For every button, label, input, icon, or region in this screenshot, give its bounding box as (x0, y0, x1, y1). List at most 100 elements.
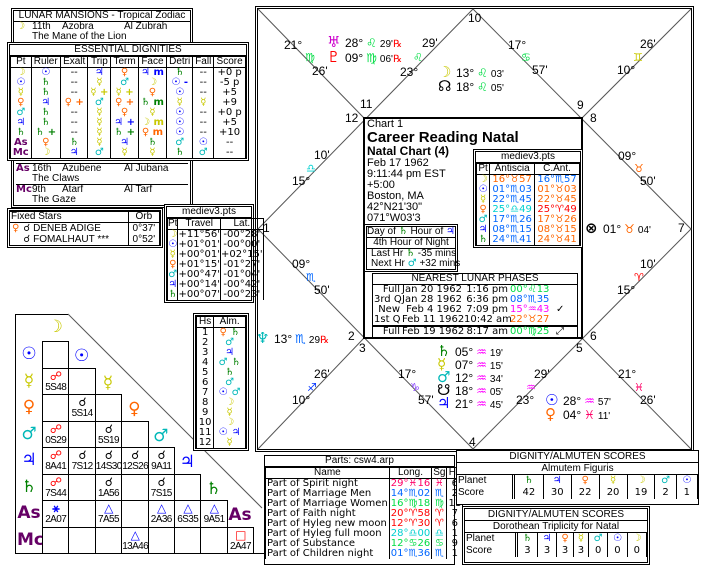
data-table: Name Long. Sg Hs Part of Spirit night 29°♓16 ♓… (265, 467, 464, 559)
phase-pos: 15°♒43 (510, 304, 550, 315)
sign-icon: ♏ (295, 332, 306, 346)
planet-minute: 29 (308, 335, 321, 346)
phase-row: 1st Q Feb 11 1962 10:42 am 22°♉27 (373, 315, 577, 325)
cusp-deg: 09° (292, 257, 311, 271)
table-cell: ♄ (30, 118, 61, 128)
table-row: Score 42 30 22 20 19 2 1 (457, 487, 699, 499)
table-row: ♀ ☌ DENEB ADIGE 0°37' (10, 222, 161, 234)
star-name: FOMALHAUT *** (32, 234, 129, 245)
table-cell: 4 (195, 358, 215, 368)
aspect-grid-frame (15, 314, 16, 554)
aspect-cell (147, 526, 175, 554)
table-cell: 1 (446, 549, 464, 559)
aspect-glyph-icon: ☌ (131, 448, 139, 462)
cusp-min: 26' (640, 37, 656, 51)
aspect-cell: ☍ 7S44 (42, 473, 70, 501)
planet-degree: 18° (455, 384, 474, 398)
table-cell: +0 p (213, 67, 246, 78)
house-number: 4 (469, 435, 476, 449)
table-row: ☿ ♄ -- ☿ + ☿ + ♀ ☉ -- +5 (10, 88, 246, 98)
aspect-orb: 5S48 (45, 381, 67, 393)
table-row: 11 ☉ ♃ (195, 428, 246, 438)
score-value: 0 (626, 545, 648, 557)
table-cell: +0 p (213, 108, 246, 118)
table-row: ♂ +00°47' -01°04' (166, 270, 264, 280)
planet-degree: 28° (345, 36, 364, 50)
aspect-cell: △ 6S35 (174, 500, 202, 528)
phase-time: 7:09 pm (466, 304, 508, 315)
row-label: Planet (457, 475, 516, 487)
table-cell: 9 (195, 408, 215, 418)
last-hour-value: -35 mins (417, 248, 457, 259)
table-cell: 7 (195, 388, 215, 398)
phase-phase: Full (382, 284, 400, 295)
table-cell: -00°42' (220, 280, 264, 290)
venus-icon: ♀ (475, 205, 491, 215)
planet-degree: 09° (345, 51, 364, 65)
sign-icon: ♒ (526, 381, 536, 394)
table-row: Score 3 3 3 3 0 0 0 (465, 545, 648, 557)
table-row: Part of Marriage Men 14°♏02 ♏ 2 (265, 489, 464, 499)
table-row: ☌ FOMALHAUT *** 0°52' (10, 234, 161, 245)
phase-pos: 00°♌13 (510, 284, 550, 295)
mars-icon: ♂ (225, 337, 235, 348)
chart-date: Feb 17 1962 (367, 157, 429, 169)
table-cell: ♄ + (30, 128, 61, 138)
planet-minute: 04' (637, 225, 651, 236)
aspect-cell: ☌ 12S26 (121, 447, 149, 475)
table-cell: ♂ (87, 148, 112, 158)
jupiter-icon: ♃ (446, 226, 455, 237)
aspect-cell: ☍ 8A41 (42, 447, 70, 475)
ascendant-icon: As (16, 163, 30, 174)
table-cell: ♀ (30, 138, 61, 148)
table-cell: 24°♏41 (489, 235, 536, 245)
column-header: Ruler (30, 56, 61, 68)
table-cell: 11 (195, 428, 215, 438)
planet-minute: 29' (379, 39, 393, 50)
day-label: Day of (367, 226, 396, 237)
retrograde-icon: ℞ (392, 39, 402, 50)
sign-icon: ♈ (634, 271, 644, 284)
table-cell: 12 (195, 438, 215, 448)
house-number: 11 (360, 97, 373, 111)
table-row: Part of Children night 01°♏36 ♏ 1 (265, 549, 464, 559)
house-number: 1 (263, 221, 270, 235)
orb-value: 0°37' (127, 222, 161, 234)
table-cell: ☿ (166, 98, 194, 108)
moon-icon: ☽ (626, 533, 648, 545)
phase-marker-icon (555, 285, 567, 295)
column-header: Sg (431, 467, 448, 479)
table-cell: ☿ (87, 138, 112, 148)
table-row: 4 ♂ ♄ (195, 357, 246, 368)
sign-icon: ♌ (413, 51, 423, 64)
sign-icon: ♒ (476, 397, 487, 411)
sign-icon: ♐ (307, 381, 317, 394)
table-cell: 2 (195, 338, 215, 348)
table-cell: ♂ ♄ (213, 357, 246, 368)
table-row: ♄ +00°07' -00°23' (166, 290, 264, 300)
aspect-glyph-icon: △ (130, 527, 140, 542)
column-header: Long. (388, 467, 433, 479)
aspect-grid-frame (15, 314, 68, 315)
table-subtitle: Dorothean Triplicity for Natal (465, 521, 647, 533)
orb-value: 0°52' (127, 234, 161, 245)
phase-pos: 22°♉27 (510, 314, 550, 325)
table-cell: -00°28' (220, 229, 264, 240)
phase-time: 6:36 pm (466, 294, 508, 305)
table-cell: +5 (213, 88, 246, 98)
aspect-glyph-icon: ☍ (49, 368, 62, 383)
planet-position: ☊ 18° ♌ 05' (438, 79, 504, 95)
table-cell: ♋ (431, 539, 448, 549)
column-header: Score (213, 56, 246, 68)
table-row: Planet ♄ ♃ ♀ ☿ ♂ ☉ ☽ (465, 533, 648, 545)
mars-icon: ♂ (218, 357, 228, 368)
venus-icon: ♀ (128, 399, 141, 419)
table-cell: -01°04' (220, 270, 264, 280)
table-cell: ☿ (213, 408, 246, 418)
table-row: ♃ 08°♏15 08°♉15 (475, 225, 580, 235)
score-value: 0 (587, 545, 609, 557)
table-row: 6 ♂ (195, 378, 246, 388)
table-title: DIGNITY/ALMUTEN SCORES (465, 509, 647, 521)
table-row: Part of Hyleg full moon 28°♎00 ♎ 1 (265, 529, 464, 539)
aspect-orb: 0S29 (45, 434, 67, 446)
